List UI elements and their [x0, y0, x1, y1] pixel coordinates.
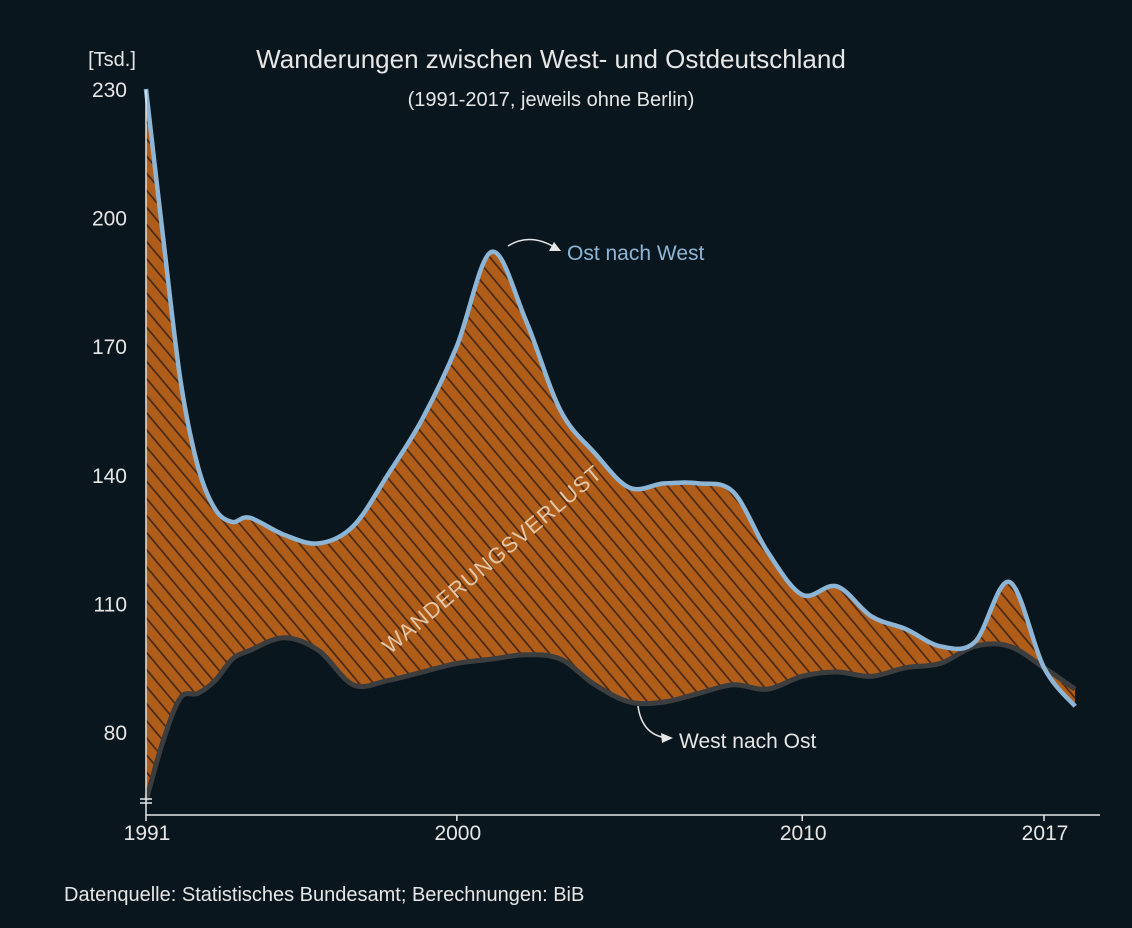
chart-title: Wanderungen zwischen West- und Ostdeutsc… [256, 44, 846, 74]
west-nach-ost-label: West nach Ost [679, 730, 816, 753]
y-tick-label: 80 [104, 722, 127, 745]
y-tick-label: 140 [92, 465, 127, 488]
y-tick-labels: 230 200 170 140 110 80 [92, 79, 127, 745]
chart-subtitle: (1991-2017, jeweils ohne Berlin) [408, 89, 695, 111]
series-line-west-nach-ost [143, 635, 1077, 802]
west-nach-ost-arrow-icon [637, 705, 668, 739]
y-tick-label: 170 [92, 336, 127, 359]
ost-nach-west-arrowhead-icon [549, 242, 561, 251]
loss-area-layer [146, 89, 1076, 801]
y-axis-unit: [Tsd.] [88, 49, 136, 71]
y-tick-label: 230 [92, 79, 127, 102]
ost-nach-west-arrow-icon [507, 238, 557, 249]
ost-nach-west-label: Ost nach West [567, 242, 704, 265]
source-note: Datenquelle: Statistisches Bundesamt; Be… [64, 884, 584, 906]
series-line-ost-nach-west [143, 88, 1077, 708]
y-tick-label: 110 [94, 593, 127, 616]
axis-break-icon [140, 798, 152, 804]
y-tick-label: 200 [92, 208, 127, 231]
series-lines-layer [143, 88, 1077, 802]
x-tick-label: 2000 [434, 822, 481, 845]
x-tick-labels: 1991 2000 2010 2017 [124, 815, 1069, 845]
loss-area-hatch [146, 89, 1076, 801]
x-tick-label: 2017 [1022, 822, 1069, 845]
x-tick-label: 1991 [124, 822, 171, 845]
west-nach-ost-arrowhead-icon [661, 733, 673, 743]
x-tick-label: 2010 [780, 822, 827, 845]
